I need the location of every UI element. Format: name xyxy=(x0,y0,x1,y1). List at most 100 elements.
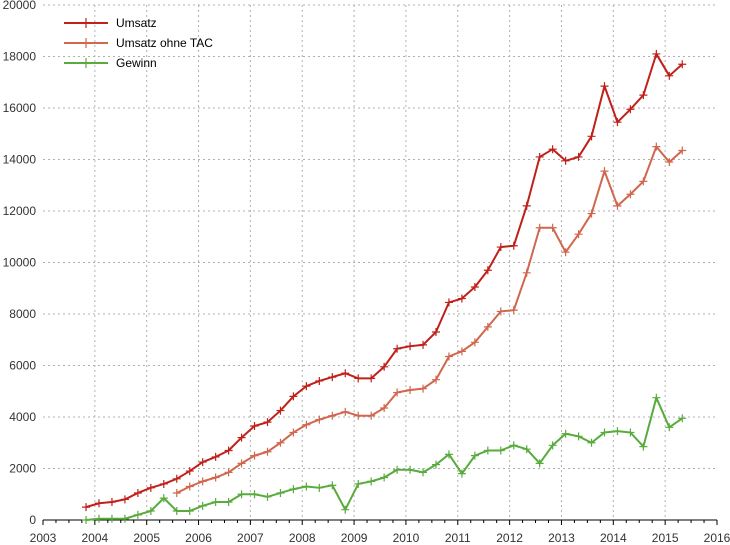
data-point xyxy=(457,469,466,478)
data-point xyxy=(587,132,596,141)
data-point xyxy=(535,223,544,232)
axes: 2003 2004 2005 2006 2007 2008 2009 2010 2011 2012… xyxy=(3,0,730,545)
y-tick-label: 14000 xyxy=(3,153,37,167)
data-point xyxy=(587,209,596,218)
series-line xyxy=(176,145,683,494)
data-point xyxy=(419,468,428,477)
data-point xyxy=(457,347,466,356)
data-point xyxy=(367,374,376,383)
data-point xyxy=(302,420,311,429)
data-point xyxy=(146,483,155,492)
y-tick-label: 12000 xyxy=(3,204,37,218)
y-tick-label: 16000 xyxy=(3,101,37,115)
data-point xyxy=(250,422,259,431)
data-point xyxy=(250,490,259,499)
data-point xyxy=(237,459,246,468)
x-tick-label: 2015 xyxy=(652,531,679,545)
data-point xyxy=(328,481,337,490)
series-line xyxy=(85,396,683,521)
data-point xyxy=(263,418,272,427)
data-point xyxy=(367,411,376,420)
data-point xyxy=(548,441,557,450)
data-point xyxy=(652,49,661,58)
series-line xyxy=(85,52,683,509)
x-tick-label: 2009 xyxy=(341,531,368,545)
data-point xyxy=(289,392,298,401)
legend: Umsatz Umsatz ohne TAC Gewinn xyxy=(64,16,213,70)
data-point xyxy=(652,393,661,402)
x-tick-label: 2008 xyxy=(289,531,316,545)
series-lines xyxy=(82,49,687,524)
data-point xyxy=(496,446,505,455)
data-point xyxy=(224,468,233,477)
data-point xyxy=(509,241,518,250)
legend-entry: Gewinn xyxy=(64,56,157,70)
data-point xyxy=(250,451,259,460)
data-point xyxy=(315,483,324,492)
data-point xyxy=(626,105,635,114)
data-point xyxy=(341,505,350,514)
y-tick-label: 6000 xyxy=(9,359,36,373)
data-point xyxy=(159,494,168,503)
data-point xyxy=(393,465,402,474)
data-point xyxy=(665,71,674,80)
data-point xyxy=(406,385,415,394)
x-tick-label: 2012 xyxy=(496,531,523,545)
data-point xyxy=(315,415,324,424)
data-point xyxy=(613,427,622,436)
data-point xyxy=(483,266,492,275)
data-point xyxy=(574,152,583,161)
x-tick-label: 2004 xyxy=(81,531,108,545)
data-point xyxy=(237,433,246,442)
data-point xyxy=(522,201,531,210)
data-point xyxy=(237,490,246,499)
data-point xyxy=(574,432,583,441)
data-point xyxy=(600,428,609,437)
data-point xyxy=(535,152,544,161)
data-point xyxy=(263,447,272,456)
data-point xyxy=(419,384,428,393)
data-point xyxy=(354,374,363,383)
data-point xyxy=(444,298,453,307)
data-point xyxy=(341,369,350,378)
x-tick-label: 2005 xyxy=(133,531,160,545)
data-point xyxy=(509,306,518,315)
data-point xyxy=(613,201,622,210)
data-point xyxy=(146,506,155,515)
x-tick-label: 2014 xyxy=(600,531,627,545)
data-point xyxy=(224,497,233,506)
data-point xyxy=(276,438,285,447)
data-point xyxy=(678,414,687,423)
data-point xyxy=(639,442,648,451)
data-point xyxy=(639,177,648,186)
data-point xyxy=(354,479,363,488)
series-0 xyxy=(82,49,687,512)
y-tick-label: 8000 xyxy=(9,307,36,321)
data-point xyxy=(82,516,91,524)
data-point xyxy=(120,514,129,523)
data-point xyxy=(574,230,583,239)
data-point xyxy=(665,423,674,432)
data-point xyxy=(198,501,207,510)
data-point xyxy=(600,167,609,176)
data-point xyxy=(431,375,440,384)
data-point xyxy=(522,445,531,454)
data-point xyxy=(561,156,570,165)
data-point xyxy=(535,459,544,468)
data-point xyxy=(211,497,220,506)
data-point xyxy=(107,497,116,506)
data-point xyxy=(496,307,505,316)
series-1 xyxy=(172,142,687,497)
data-point xyxy=(380,473,389,482)
data-point xyxy=(406,342,415,351)
data-point xyxy=(457,294,466,303)
data-point xyxy=(496,243,505,252)
data-point xyxy=(522,268,531,277)
data-point xyxy=(211,452,220,461)
data-point xyxy=(82,503,91,512)
data-point xyxy=(172,506,181,515)
data-point xyxy=(431,460,440,469)
data-point xyxy=(665,158,674,167)
data-point xyxy=(509,441,518,450)
